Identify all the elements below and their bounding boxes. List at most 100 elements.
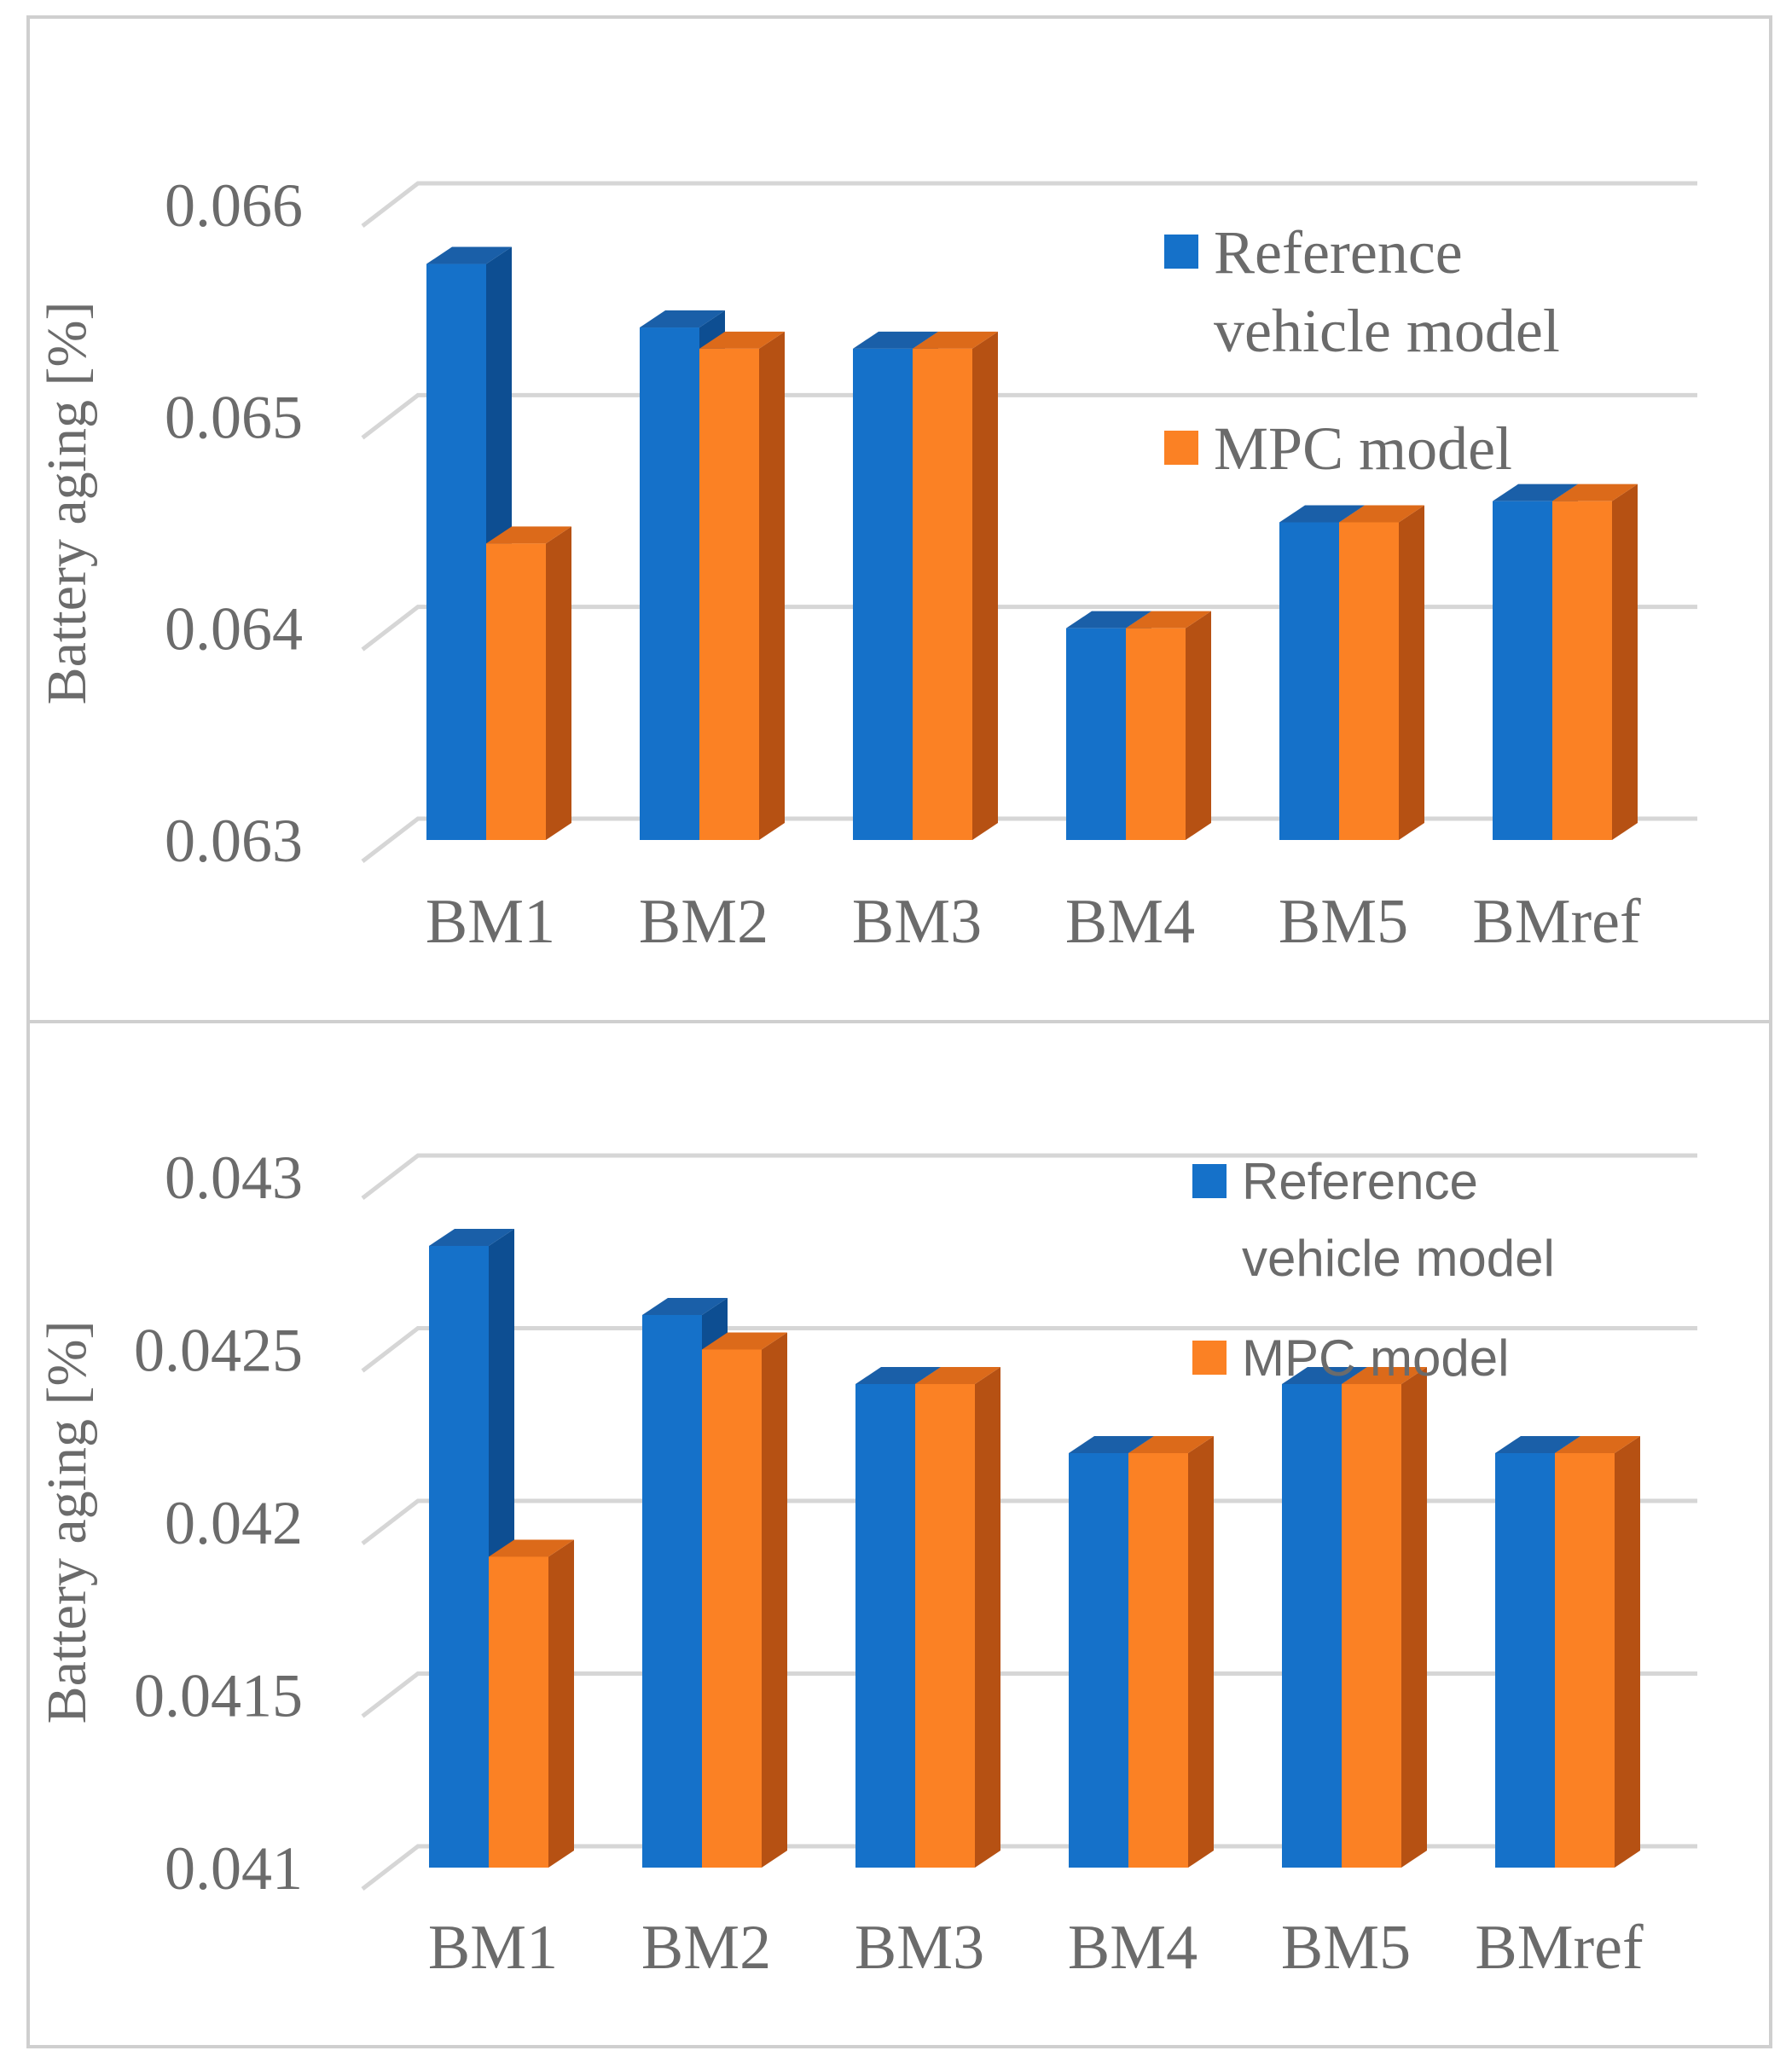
x-tick-label: BM2 bbox=[641, 1913, 771, 1983]
bar-top-face bbox=[699, 331, 785, 349]
y-tick-label: 0.065 bbox=[165, 383, 303, 451]
bar-front-face bbox=[642, 1315, 702, 1868]
bar-top-face bbox=[1282, 1367, 1367, 1384]
bar-bm5-mpc bbox=[1339, 505, 1424, 840]
gridlines bbox=[361, 1153, 1697, 1891]
bar-side-face bbox=[546, 526, 571, 840]
legend-swatch bbox=[1164, 431, 1198, 465]
bar-top-face bbox=[1279, 505, 1365, 523]
bars bbox=[426, 246, 1638, 840]
bar-side-face bbox=[1401, 1367, 1427, 1868]
gridline bbox=[361, 1671, 1697, 1718]
x-tick-label: BMref bbox=[1472, 887, 1641, 957]
legend-item-reference: Reference vehicle model bbox=[1164, 218, 1560, 365]
y-tick-label: 0.0415 bbox=[134, 1662, 303, 1730]
legend-item-reference: Reference vehicle model bbox=[1192, 1153, 1555, 1287]
bar-top-face bbox=[1493, 484, 1578, 501]
bar-front-face bbox=[1493, 501, 1552, 840]
bar-side-face bbox=[972, 331, 998, 840]
bar-top-face bbox=[1126, 611, 1211, 629]
x-tick-label: BM4 bbox=[1068, 1913, 1198, 1983]
x-tick-label: BM5 bbox=[1279, 887, 1408, 957]
bar-front-face bbox=[1279, 522, 1339, 840]
bar-side-face bbox=[548, 1539, 574, 1868]
gridline bbox=[361, 1844, 1697, 1891]
bar-front-face bbox=[1342, 1384, 1401, 1868]
legend-swatch bbox=[1192, 1341, 1227, 1375]
bar-front-face bbox=[1126, 628, 1186, 840]
gridline bbox=[361, 1498, 1697, 1545]
bar-side-face bbox=[1188, 1436, 1214, 1868]
bar-bm2-mpc bbox=[699, 331, 785, 840]
bar-front-face bbox=[855, 1384, 915, 1868]
bar-top-face bbox=[642, 1298, 728, 1315]
bar-side-face bbox=[762, 1332, 787, 1868]
bar-bm3-mpc bbox=[915, 1367, 1000, 1868]
bar-top-face bbox=[702, 1332, 787, 1350]
bar-front-face bbox=[489, 1556, 548, 1868]
gridline bbox=[361, 392, 1697, 440]
bar-front-face bbox=[1339, 522, 1399, 840]
bar-side-face bbox=[1186, 611, 1211, 840]
bar-side-face bbox=[1399, 505, 1424, 840]
bar-bm1-mpc bbox=[486, 526, 571, 840]
gridline bbox=[361, 1326, 1697, 1373]
legend-item-mpc: MPC model bbox=[1192, 1329, 1509, 1387]
bar-front-face bbox=[913, 348, 972, 840]
bar-front-face bbox=[702, 1349, 762, 1868]
bar-bm3-mpc bbox=[913, 331, 998, 840]
bar-front-face bbox=[640, 327, 699, 840]
bar-front-face bbox=[1495, 1453, 1555, 1868]
gridline bbox=[361, 1153, 1697, 1200]
bar-front-face bbox=[1282, 1384, 1342, 1868]
bar-side-face bbox=[975, 1367, 1000, 1868]
legend-label: MPC model bbox=[1214, 414, 1512, 483]
bar-top-face bbox=[1339, 505, 1424, 523]
bar-top-face bbox=[486, 526, 571, 544]
bar-bm1-mpc bbox=[489, 1539, 574, 1868]
bar-front-face bbox=[915, 1384, 975, 1868]
legend: Reference vehicle model MPC model bbox=[1192, 1153, 1555, 1387]
bar-top-face bbox=[1128, 1436, 1214, 1453]
bar-top-face bbox=[640, 310, 725, 328]
x-tick-label: BM1 bbox=[426, 887, 555, 957]
bar-top-face bbox=[855, 1367, 941, 1384]
bar-bmref-mpc bbox=[1555, 1436, 1640, 1868]
bar-top-face bbox=[1552, 484, 1638, 501]
bar-top-face bbox=[426, 246, 512, 264]
bar-top-face bbox=[1495, 1436, 1580, 1453]
legend-item-mpc: MPC model bbox=[1164, 414, 1512, 483]
x-tick-label: BM3 bbox=[852, 887, 982, 957]
bar-front-face bbox=[1069, 1453, 1128, 1868]
bar-top-face bbox=[489, 1539, 574, 1557]
y-tick-label: 0.0425 bbox=[134, 1317, 303, 1385]
legend-label: Reference bbox=[1242, 1153, 1478, 1210]
y-tick-label: 0.064 bbox=[165, 595, 303, 663]
bar-front-face bbox=[1555, 1453, 1615, 1868]
legend-swatch bbox=[1192, 1164, 1227, 1198]
bar-front-face bbox=[429, 1246, 489, 1868]
x-tick-label: BM1 bbox=[428, 1913, 558, 1983]
y-axis-label: Battery aging [%] bbox=[36, 302, 98, 705]
y-tick-label: 0.063 bbox=[165, 807, 303, 875]
gridline bbox=[361, 605, 1697, 652]
bar-top-face bbox=[915, 1367, 1000, 1384]
bar-top-face bbox=[429, 1229, 514, 1246]
legend: Reference vehicle model MPC model bbox=[1164, 218, 1560, 483]
bar-top-face bbox=[853, 331, 938, 349]
x-tick-label: BM3 bbox=[855, 1913, 984, 1983]
bar-side-face bbox=[1612, 484, 1638, 840]
bar-bm5-mpc bbox=[1342, 1367, 1427, 1868]
legend-label: vehicle model bbox=[1242, 1230, 1555, 1287]
bar-front-face bbox=[486, 543, 546, 840]
x-tick-label: BM4 bbox=[1065, 887, 1195, 957]
bar-side-face bbox=[759, 331, 785, 840]
y-tick-label: 0.043 bbox=[165, 1144, 303, 1212]
legend-label: Reference bbox=[1214, 218, 1463, 287]
chart-top: 0.063 0.064 0.065 0.066 Battery aging [%] BM1… bbox=[36, 171, 1697, 957]
bar-top-face bbox=[1555, 1436, 1640, 1453]
x-tick-label: BM5 bbox=[1281, 1913, 1411, 1983]
legend-label: MPC model bbox=[1242, 1329, 1509, 1387]
y-tick-label: 0.041 bbox=[165, 1834, 303, 1903]
bar-top-face bbox=[913, 331, 998, 349]
